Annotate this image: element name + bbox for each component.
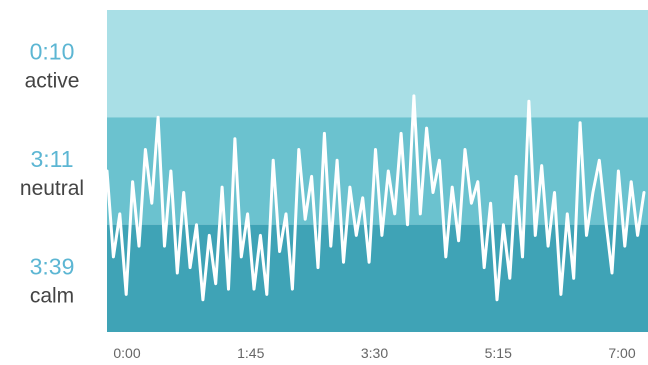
zone-time-neutral: 3:11: [30, 146, 73, 172]
zone-label-neutral: neutral: [20, 177, 84, 200]
zone-time-active: 0:10: [30, 39, 75, 65]
zone-labels: 0:10 active 3:11 neutral 3:39 calm: [20, 39, 84, 308]
x-tick-label: 0:00: [113, 345, 140, 361]
breathing-trace: [105, 94, 646, 302]
x-axis-ticks: 0:00 1:45 3:30 5:15 7:00: [113, 345, 635, 361]
x-tick-label: 5:15: [485, 345, 512, 361]
zone-label-active: active: [25, 70, 80, 93]
series-line: [105, 94, 646, 302]
zone-time-calm: 3:39: [30, 253, 75, 279]
x-tick-label: 7:00: [608, 345, 635, 361]
x-tick-label: 1:45: [237, 345, 264, 361]
zone-band-active: [107, 10, 648, 118]
x-tick-label: 3:30: [361, 345, 388, 361]
zone-label-calm: calm: [30, 284, 74, 307]
